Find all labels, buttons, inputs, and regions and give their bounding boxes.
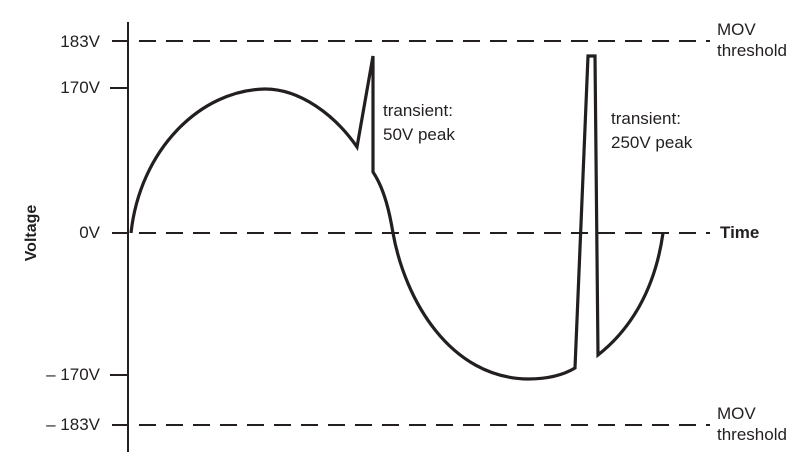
threshold-upper-line1: MOV xyxy=(717,20,756,39)
x-axis-label: Time xyxy=(720,223,760,242)
annotation-50v: transient: 50V peak xyxy=(383,99,455,147)
y-axis-label: Voltage xyxy=(23,204,40,262)
annotation-50v-line1: transient: xyxy=(383,101,453,120)
annotation-250v: transient: 250V peak xyxy=(611,107,692,155)
voltage-waveform xyxy=(129,54,665,381)
threshold-upper-line2: threshold xyxy=(717,41,787,60)
tick-label-0: 0V xyxy=(79,223,100,242)
threshold-lower-label: MOV threshold xyxy=(717,403,787,445)
threshold-lower-line1: MOV xyxy=(717,404,756,423)
tick-label-183: 183V xyxy=(60,32,100,51)
tick-label-170: 170V xyxy=(60,78,100,97)
threshold-upper-label: MOV threshold xyxy=(717,19,787,61)
annotation-250v-line2: 250V peak xyxy=(611,133,693,152)
tick-label-neg170: – 170V xyxy=(46,365,100,384)
tick-label-neg183: – 183V xyxy=(46,415,100,434)
annotation-250v-line1: transient: xyxy=(611,109,681,128)
annotation-50v-line2: 50V peak xyxy=(383,125,455,144)
threshold-lower-line2: threshold xyxy=(717,425,787,444)
